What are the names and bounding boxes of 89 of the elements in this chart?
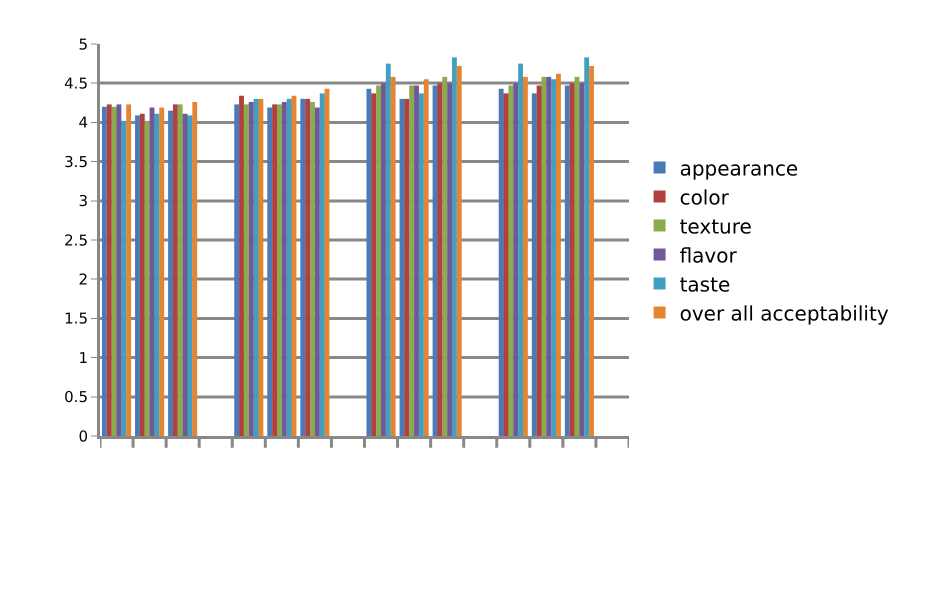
y-tick-label: 4.5 — [64, 74, 88, 92]
bar — [371, 93, 376, 436]
y-tick-label: 2 — [78, 270, 88, 288]
bar — [456, 66, 462, 436]
bar — [140, 114, 145, 436]
bar — [248, 102, 254, 436]
bar — [314, 108, 320, 436]
bar — [150, 108, 154, 436]
y-tick-label: 1.5 — [64, 310, 88, 328]
bar — [400, 98, 404, 436]
bar — [239, 96, 244, 436]
bar — [300, 98, 306, 436]
bar — [135, 115, 140, 436]
bar — [532, 93, 537, 436]
legend-label: texture — [680, 214, 752, 238]
bar — [390, 76, 396, 436]
bar — [447, 83, 452, 436]
bar — [168, 110, 173, 436]
bar — [418, 93, 424, 436]
y-tick-label: 3.5 — [64, 152, 88, 171]
bar — [442, 76, 448, 436]
bar — [102, 106, 107, 436]
bar — [112, 106, 117, 436]
bar — [432, 86, 438, 436]
bar — [305, 98, 310, 436]
bar — [414, 86, 419, 436]
y-tick-label: 1 — [78, 348, 88, 367]
bar — [498, 88, 504, 436]
bar — [116, 104, 122, 436]
bar — [546, 76, 552, 436]
y-tick-label: 3 — [78, 192, 88, 210]
bar — [584, 57, 590, 436]
bar — [320, 93, 325, 436]
bar — [513, 83, 518, 436]
bar — [234, 104, 240, 436]
bar — [570, 83, 575, 436]
bar — [182, 114, 188, 436]
bar — [292, 96, 296, 436]
bar — [159, 108, 164, 436]
y-tick-label: 0.5 — [64, 388, 88, 406]
bar — [282, 102, 287, 436]
bar — [589, 66, 594, 436]
bar — [574, 76, 580, 436]
bar — [154, 114, 160, 436]
bar — [424, 79, 429, 436]
bar — [508, 86, 514, 436]
bar — [366, 88, 372, 436]
bar — [541, 76, 546, 436]
bar — [144, 120, 150, 436]
bar — [556, 74, 561, 436]
y-tick-label: 2.5 — [64, 231, 88, 250]
legend-label: color — [680, 185, 730, 210]
bar — [276, 104, 282, 436]
bar — [106, 104, 112, 436]
bar — [254, 98, 258, 436]
bar — [551, 79, 556, 436]
bar — [172, 104, 178, 436]
bar — [267, 108, 272, 436]
legend-label: over all acceptability — [680, 301, 889, 326]
bar — [310, 102, 315, 436]
bar — [381, 83, 386, 436]
bar — [564, 86, 570, 436]
bar — [244, 104, 249, 436]
bar — [536, 86, 542, 436]
bar — [258, 98, 264, 436]
bar — [452, 57, 457, 436]
bar — [504, 93, 508, 436]
y-tick-label: 5 — [78, 35, 88, 54]
legend-label: taste — [680, 272, 730, 296]
bar — [121, 120, 126, 436]
bar — [286, 98, 292, 436]
y-tick-label: 0 — [78, 427, 88, 446]
bar — [192, 102, 198, 436]
bar — [518, 64, 523, 436]
bar — [409, 86, 414, 436]
bar — [178, 104, 183, 436]
bar — [188, 115, 192, 436]
bar — [386, 64, 391, 436]
bar — [376, 86, 382, 436]
bar — [404, 98, 410, 436]
bar — [522, 76, 528, 436]
bar — [579, 83, 584, 436]
legend-label: appearance — [680, 156, 798, 180]
bar — [126, 104, 132, 436]
bar — [324, 88, 330, 436]
bar — [437, 83, 442, 436]
legend-label: flavor — [680, 243, 738, 268]
y-tick-label: 4 — [78, 114, 88, 132]
bar — [272, 104, 277, 436]
